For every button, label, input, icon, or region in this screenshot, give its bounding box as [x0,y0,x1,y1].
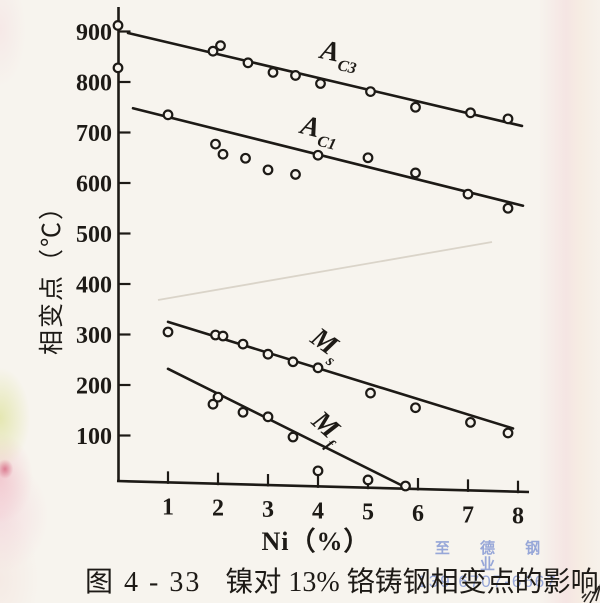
x-tick-label: 1 [162,494,174,520]
x-tick-label: 8 [512,504,524,530]
data-point-Ms [502,427,514,439]
data-point-Ms [465,416,476,428]
y-tick-label: 800 [76,71,112,97]
watermark-phone: 139 6707-6667 [417,571,558,591]
trend-line-Mf [166,367,405,488]
y-tick-label: 500 [76,222,112,248]
x-tick-label: 7 [462,502,474,528]
trend-line-AC1 [131,106,525,208]
data-point-AC1 [210,138,221,150]
data-point-Ms [262,348,274,360]
x-tick-label: 5 [362,500,374,526]
data-point-AC3 [215,40,226,52]
x-axis-title: Ni（%） [261,527,371,556]
ghost-bleed-line [157,241,493,301]
data-point-AC3 [290,70,301,81]
series-label-Mf: Mf [302,405,351,454]
data-point-Ms [162,326,174,338]
data-point-AC1 [262,164,274,176]
data-point-Mf [400,480,411,492]
y-tick-label: 100 [76,424,112,450]
data-point-Mf [312,465,324,477]
data-point-AC3 [465,107,476,119]
data-point-AC1 [162,109,174,121]
y-tick-label: 700 [76,121,112,147]
y-axis-title: 相变点（℃） [39,192,66,356]
y-tick-label: 900 [76,20,112,46]
data-point-AC1 [240,152,251,164]
data-point-AC1 [362,152,374,164]
y-tick-label: 300 [76,323,112,349]
data-point-AC3 [112,62,124,74]
y-tick-label: 600 [76,172,112,198]
data-point-Mf [212,391,224,403]
data-point-Mf [237,406,249,418]
data-point-AC3 [315,78,326,89]
data-point-Mf [287,431,299,443]
x-tick-label: 6 [412,501,424,527]
figure-number: 图 4 - 33 [85,567,202,598]
y-tick-label: 200 [76,374,112,400]
x-tick-label: 2 [212,496,224,522]
data-point-AC3 [207,45,219,57]
data-point-Mf [362,474,374,486]
data-point-Ms [365,387,376,399]
data-point-Ms [217,330,229,342]
figure-title: 镍对 13% 铬铸钢相变点的影响 [225,567,599,598]
x-tick-label: 3 [262,497,274,523]
corner-ink-mark [581,583,600,603]
data-point-AC1 [410,167,421,179]
x-tick-label: 4 [312,498,324,524]
series-label-Ms: Ms [301,321,349,370]
data-point-AC1 [462,188,474,200]
data-point-Mf [207,398,219,410]
data-point-AC1 [290,169,301,180]
data-point-Ms [410,402,421,414]
data-point-AC1 [312,149,324,161]
data-point-AC3 [502,113,514,125]
series-label-AC3: AC3 [315,34,362,78]
y-tick-label: 400 [76,273,112,299]
data-point-AC3 [267,67,279,78]
watermark: 至 德 钢 业 139 6707-6667 [405,541,570,590]
data-point-Ms [287,356,299,368]
x-axis-line [116,479,530,494]
data-point-AC1 [502,202,514,214]
data-point-AC1 [217,148,229,160]
data-point-Ms [312,362,324,374]
series-label-AC1: AC1 [295,109,343,154]
data-point-AC3 [112,20,124,31]
data-point-AC3 [410,101,421,113]
data-point-Ms [237,338,249,350]
data-point-Mf [262,411,274,423]
watermark-company: 至 德 钢 业 [434,540,554,573]
data-point-AC3 [365,86,376,97]
data-point-AC3 [242,57,254,69]
trend-line-AC3 [126,31,524,128]
figure-caption: 图 4 - 33 镍对 13% 铬铸钢相变点的影响 [85,560,599,600]
